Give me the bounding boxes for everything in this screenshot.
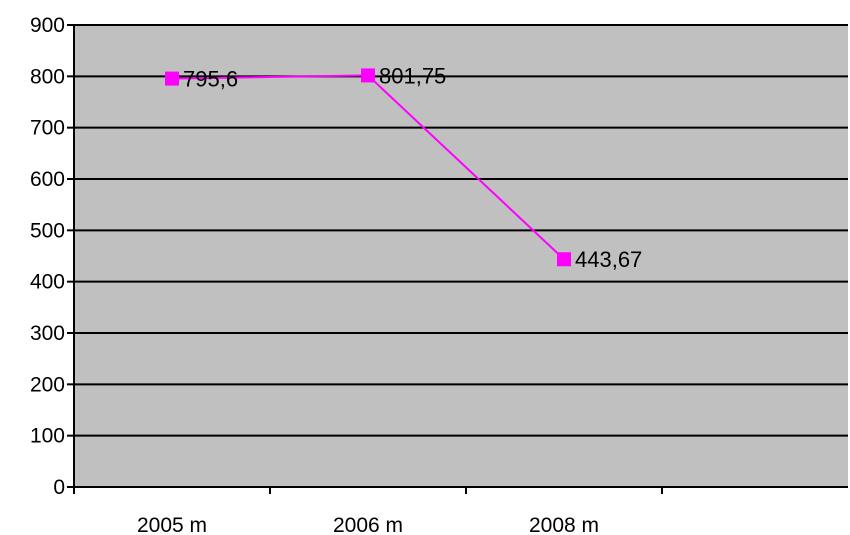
y-tick-labels: 0 100 200 300 400 500 600 700 800 900: [30, 14, 65, 499]
axes: [73, 25, 848, 488]
x-tick-label: 2008 m: [529, 514, 599, 535]
data-labels: 795,6 801,75 443,67: [183, 63, 642, 272]
data-point-marker: [557, 252, 571, 267]
y-tick-label: 900: [30, 14, 65, 37]
gridlines: [74, 24, 848, 437]
y-tick-label: 800: [30, 65, 65, 88]
y-tick-label: 200: [30, 373, 65, 396]
x-ticks: [73, 487, 663, 494]
y-tick-label: 0: [53, 476, 65, 499]
y-tick-label: 100: [30, 425, 65, 448]
plot-area: [74, 25, 848, 487]
data-label: 801,75: [379, 63, 446, 88]
data-point-marker: [165, 71, 179, 86]
data-markers: [165, 68, 571, 267]
y-tick-label: 600: [30, 168, 65, 191]
y-tick-label: 700: [30, 117, 65, 140]
y-tick-label: 400: [30, 271, 65, 294]
y-tick-label: 500: [30, 219, 65, 242]
data-point-marker: [361, 68, 375, 83]
x-tick-labels: 2005 m 2006 m 2008 m: [137, 514, 599, 535]
data-label: 795,6: [183, 67, 238, 92]
y-ticks: [67, 24, 74, 488]
y-tick-label: 300: [30, 322, 65, 345]
data-label: 443,67: [575, 247, 642, 272]
x-tick-label: 2006 m: [333, 514, 403, 535]
x-tick-label: 2005 m: [137, 514, 207, 535]
